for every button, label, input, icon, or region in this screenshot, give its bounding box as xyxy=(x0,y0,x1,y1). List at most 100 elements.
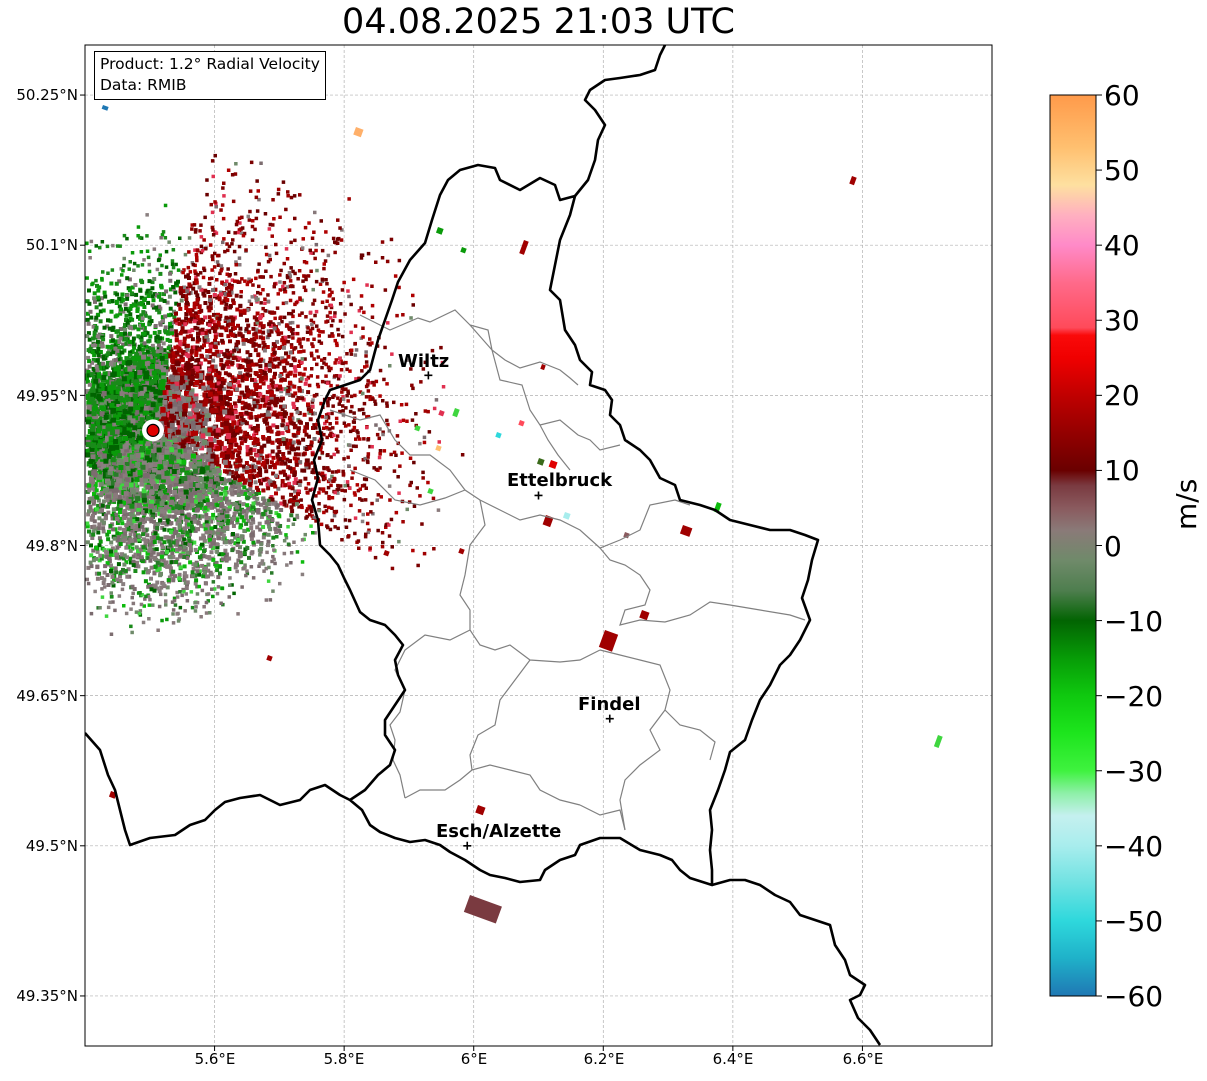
radar-echo-bin xyxy=(256,189,260,193)
radar-echo-bin xyxy=(183,609,187,613)
radar-echo-bin xyxy=(207,281,212,286)
radar-echo-bin xyxy=(157,566,162,571)
radar-echo-bin xyxy=(157,372,163,378)
radar-echo-bin xyxy=(253,426,257,430)
radar-echo-bin xyxy=(333,374,337,378)
radar-echo-bin xyxy=(93,367,98,372)
radar-echo-bin xyxy=(272,410,277,415)
radar-echo-bin xyxy=(264,598,269,602)
radar-echo-bin xyxy=(298,296,302,300)
radar-echo-bin xyxy=(184,586,189,590)
radar-echo-bin xyxy=(301,237,305,241)
radar-echo-bin xyxy=(385,404,389,408)
radar-echo-bin xyxy=(187,532,192,537)
radar-echo-bin xyxy=(115,545,120,550)
radar-echo-bin xyxy=(291,328,295,332)
radar-echo-bin xyxy=(273,397,278,402)
radar-echo-bin xyxy=(101,499,106,504)
radar-echo-bin xyxy=(112,468,118,474)
radar-echo-bin xyxy=(99,556,104,561)
radar-echo-bin xyxy=(215,493,220,498)
radar-echo-bin xyxy=(186,273,190,277)
radar-echo-bin xyxy=(359,294,364,298)
radar-echo-bin xyxy=(187,551,192,556)
radar-echo-bin xyxy=(329,483,333,488)
radar-echo-bin xyxy=(230,455,235,460)
radar-echo-bin xyxy=(268,310,272,314)
radar-echo-bin xyxy=(219,491,224,496)
radar-echo-bin xyxy=(202,392,208,398)
radar-echo-bin xyxy=(171,612,175,616)
radar-echo-bin xyxy=(195,293,200,298)
radar-echo-bin xyxy=(150,286,155,291)
radar-echo-bin xyxy=(411,548,415,553)
radar-echo-bin xyxy=(252,315,257,320)
radar-echo-bin xyxy=(241,358,246,363)
radar-echo-bin xyxy=(356,435,360,439)
radar-echo-bin xyxy=(87,364,92,369)
radar-echo-bin xyxy=(213,434,219,439)
radar-echo-bin xyxy=(211,233,216,237)
radar-echo-bin xyxy=(92,291,97,296)
radar-echo-bin xyxy=(138,609,143,613)
radar-echo-bin xyxy=(218,386,223,392)
radar-echo-bin xyxy=(188,334,193,339)
radar-echo-bin xyxy=(244,512,249,517)
radar-echo-bin xyxy=(341,404,345,408)
radar-echo-bin xyxy=(175,350,180,355)
radar-echo-bin xyxy=(142,305,147,309)
radar-echo-bin xyxy=(201,495,205,500)
radar-echo-bin xyxy=(415,486,419,490)
radar-echo-bin xyxy=(326,401,330,405)
radar-echo-bin xyxy=(149,555,154,560)
radar-echo-bin xyxy=(258,473,263,478)
radar-echo-bin xyxy=(327,468,331,473)
radar-echo-bin xyxy=(182,285,186,290)
radar-echo-bin xyxy=(353,493,357,497)
radar-echo-bin xyxy=(220,552,225,557)
radar-echo-bin xyxy=(94,494,99,499)
radar-echo-bin xyxy=(210,546,215,550)
radar-echo-bin xyxy=(244,478,249,483)
radar-echo-bin xyxy=(314,494,318,498)
radar-echo-bin xyxy=(233,431,237,436)
radar-echo-bin xyxy=(246,214,250,219)
radar-echo-bin xyxy=(326,525,330,530)
radar-echo-bin xyxy=(349,348,354,352)
radar-echo-bin xyxy=(208,611,212,615)
radar-echo-bin xyxy=(152,247,157,251)
radar-echo-bin xyxy=(168,306,173,311)
radar-echo-bin xyxy=(123,302,128,307)
radar-echo-bin xyxy=(348,429,353,434)
radar-echo-bin xyxy=(212,493,217,498)
radar-echo-bin xyxy=(237,481,242,486)
radar-echo-bin xyxy=(116,506,121,511)
radar-echo-bin xyxy=(280,431,285,436)
radar-echo-bin xyxy=(305,458,310,463)
radar-echo-bin xyxy=(211,580,216,584)
radar-echo-bin xyxy=(129,607,133,611)
radar-echo-bin xyxy=(119,538,124,542)
radar-echo-bin xyxy=(180,294,185,298)
radar-echo-bin xyxy=(246,519,251,524)
radar-echo-bin xyxy=(278,470,283,475)
radar-echo-bin xyxy=(163,236,168,240)
radar-echo-bin xyxy=(211,437,217,443)
radar-echo-bin xyxy=(207,534,212,539)
radar-echo-bin xyxy=(317,439,322,444)
radar-echo-bin xyxy=(363,498,368,502)
radar-echo-bin xyxy=(258,553,262,557)
radar-echo-bin xyxy=(205,338,210,342)
radar-echo-bin xyxy=(101,270,105,274)
radar-echo-bin xyxy=(302,285,307,289)
radar-echo-bin xyxy=(298,460,303,465)
radar-echo-bin xyxy=(418,494,422,498)
radar-echo-bin xyxy=(100,278,104,282)
radar-echo-bin xyxy=(315,362,319,367)
radar-echo-bin xyxy=(294,459,299,464)
radar-echo-bin xyxy=(189,355,194,360)
radar-echo-bin xyxy=(93,299,97,304)
radar-echo-bin xyxy=(279,389,284,394)
radar-echo-bin xyxy=(314,248,318,253)
radar-echo-bin xyxy=(222,194,226,198)
